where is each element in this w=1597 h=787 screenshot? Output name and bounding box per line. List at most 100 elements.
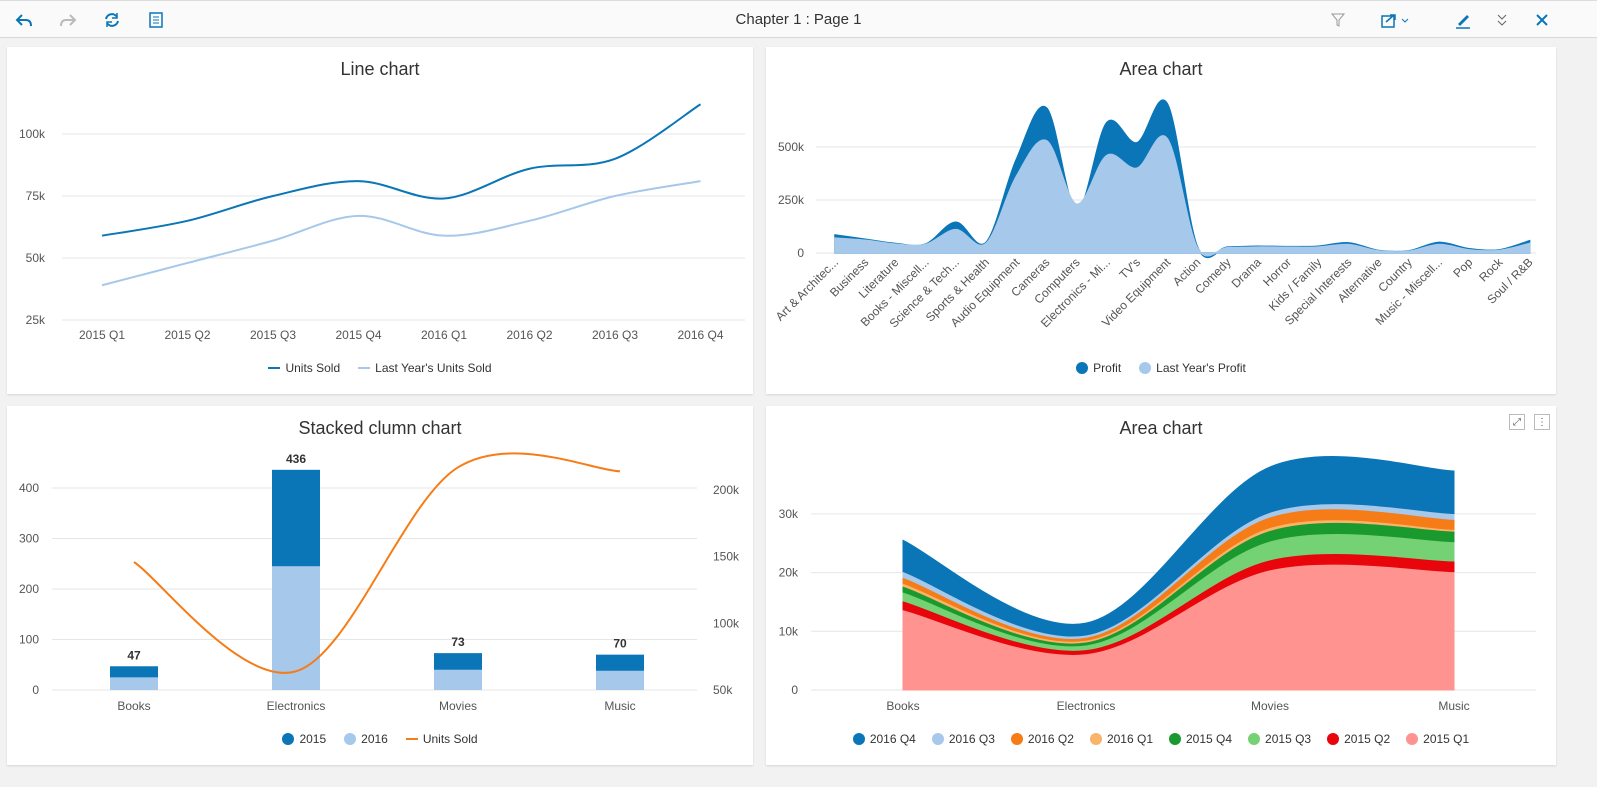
x-tick-label: Movies [1251,699,1289,713]
redo-icon[interactable] [58,10,78,30]
legend-label: Units Sold [422,732,478,746]
y-tick-label: 0 [797,246,804,260]
filter-icon[interactable] [1328,10,1348,30]
collapse-icon[interactable] [1492,10,1512,30]
toolbar: Chapter 1 : Page 1 [0,0,1597,38]
legend-marker [1406,733,1419,745]
x-tick-label: 2016 Q1 [421,328,467,342]
legend: 2015 2016 Units Sold [7,732,753,746]
x-tick-label: Drama [1229,255,1265,291]
chart-title: Line chart [340,59,420,79]
legend-marker [1169,733,1181,745]
legend-marker [1076,362,1089,374]
area-chart-panel: Area chart 0 250k 500k Art & Architec... Bus… [766,47,1556,394]
units-sold-line [133,452,621,674]
more-menu-icon[interactable]: ⋮ [1534,414,1550,430]
legend-marker [1248,733,1261,745]
legend-marker [405,738,418,740]
legend-item[interactable]: Units Sold [268,361,340,375]
undo-icon[interactable] [14,10,34,30]
y-tick-label: 25k [26,313,46,327]
legend-label: 2016 Q3 [948,732,995,746]
x-tick-label: Electronics [1057,699,1116,713]
x-tick-label: 2016 Q4 [677,328,723,342]
x-tick-label: Music [1438,699,1469,713]
legend-item[interactable]: 2016 [344,732,388,746]
legend-label: Last Year's Profit [1156,361,1246,375]
legend-item[interactable]: 2015 Q1 [1406,732,1469,746]
legend-marker [282,733,295,745]
data-label: 47 [127,648,141,662]
legend-item[interactable]: 2015 Q3 [1248,732,1311,746]
legend-label: Units Sold [285,361,341,375]
bar-2015 [272,469,320,567]
legend-marker [1139,362,1152,374]
legend-item[interactable]: 2015 [282,732,326,746]
y-tick-label-right: 50k [713,683,733,697]
legend-marker [268,367,281,369]
legend-item[interactable]: Profit [1076,361,1121,375]
x-tick-label: Music [604,699,635,713]
y-tick-label-right: 200k [713,483,740,497]
legend-item[interactable]: 2016 Q1 [1089,732,1153,746]
page-title: Chapter 1 : Page 1 [735,11,862,28]
legend-marker [931,733,944,745]
legend-marker [852,733,865,745]
legend-label: 2015 Q2 [1344,732,1391,746]
legend-label: 2016 Q1 [1106,732,1153,746]
bar-2015 [434,653,482,670]
bar-2016 [272,566,320,690]
x-tick-label: 2015 Q1 [79,328,125,342]
legend-label: Profit [1093,361,1122,375]
bar-2016 [110,677,158,690]
legend-item[interactable]: 2016 Q3 [931,732,995,746]
legend-item[interactable]: Units Sold [405,732,478,746]
chart-title: Stacked clumn chart [298,418,462,438]
x-tick-label: 2015 Q2 [164,328,210,342]
legend-label: 2016 Q2 [1027,732,1074,746]
x-tick-label: 2016 Q2 [506,328,552,342]
expand-icon[interactable]: ⤢ [1509,414,1525,430]
legend: 2016 Q4 2016 Q3 2016 Q2 2016 Q1 2015 Q4 2015 … [766,732,1556,746]
y-tick-label-left: 400 [19,481,39,495]
bar-2015 [596,654,644,671]
edit-icon[interactable] [1453,10,1473,30]
y-tick-label: 20k [779,566,799,580]
bar-2016 [596,670,644,690]
stacked-column-chart: 0 100 200 300 400 50k 100k 150k 200k 47 Books 436 El… [19,452,740,713]
series-line [101,103,702,237]
x-tick-label: TV's [1117,255,1144,282]
legend-item[interactable]: Last Year's Units Sold [358,361,492,375]
y-tick-label: 0 [791,683,798,697]
legend: Profit Last Year's Profit [766,361,1556,375]
legend-label: 2015 [299,732,327,746]
legend-item[interactable]: 2016 Q4 [852,732,916,746]
legend-marker [344,733,357,745]
legend-label: 2015 Q3 [1265,732,1312,746]
legend-item[interactable]: 2016 Q2 [1010,732,1074,746]
legend-item[interactable]: Last Year's Profit [1139,361,1246,375]
x-tick-label: Books [886,699,919,713]
data-label: 436 [286,452,306,466]
y-tick-label-right: 100k [713,616,740,630]
y-tick-label: 500k [778,140,805,154]
refresh-icon[interactable] [102,10,122,30]
x-tick-label: Books [117,699,150,713]
series-area [902,564,1455,691]
y-tick-label-left: 0 [32,683,39,697]
share-icon[interactable] [1380,10,1414,30]
y-tick-label: 250k [778,193,805,207]
line-chart: 25k 50k 75k 100k 2015 Q1 2015 Q2 2015 Q3 2015 Q… [19,103,745,342]
legend-item[interactable]: 2015 Q4 [1169,732,1232,746]
legend-item[interactable]: 2015 Q2 [1327,732,1390,746]
y-tick-label-right: 150k [713,550,740,564]
legend-marker [1010,733,1023,745]
close-icon[interactable] [1532,10,1552,30]
series-line [101,180,701,287]
y-tick-label-left: 100 [19,633,39,647]
legend-marker [1327,733,1340,745]
series-area [834,135,1531,257]
y-tick-label: 100k [19,127,46,141]
outline-icon[interactable] [146,10,166,30]
